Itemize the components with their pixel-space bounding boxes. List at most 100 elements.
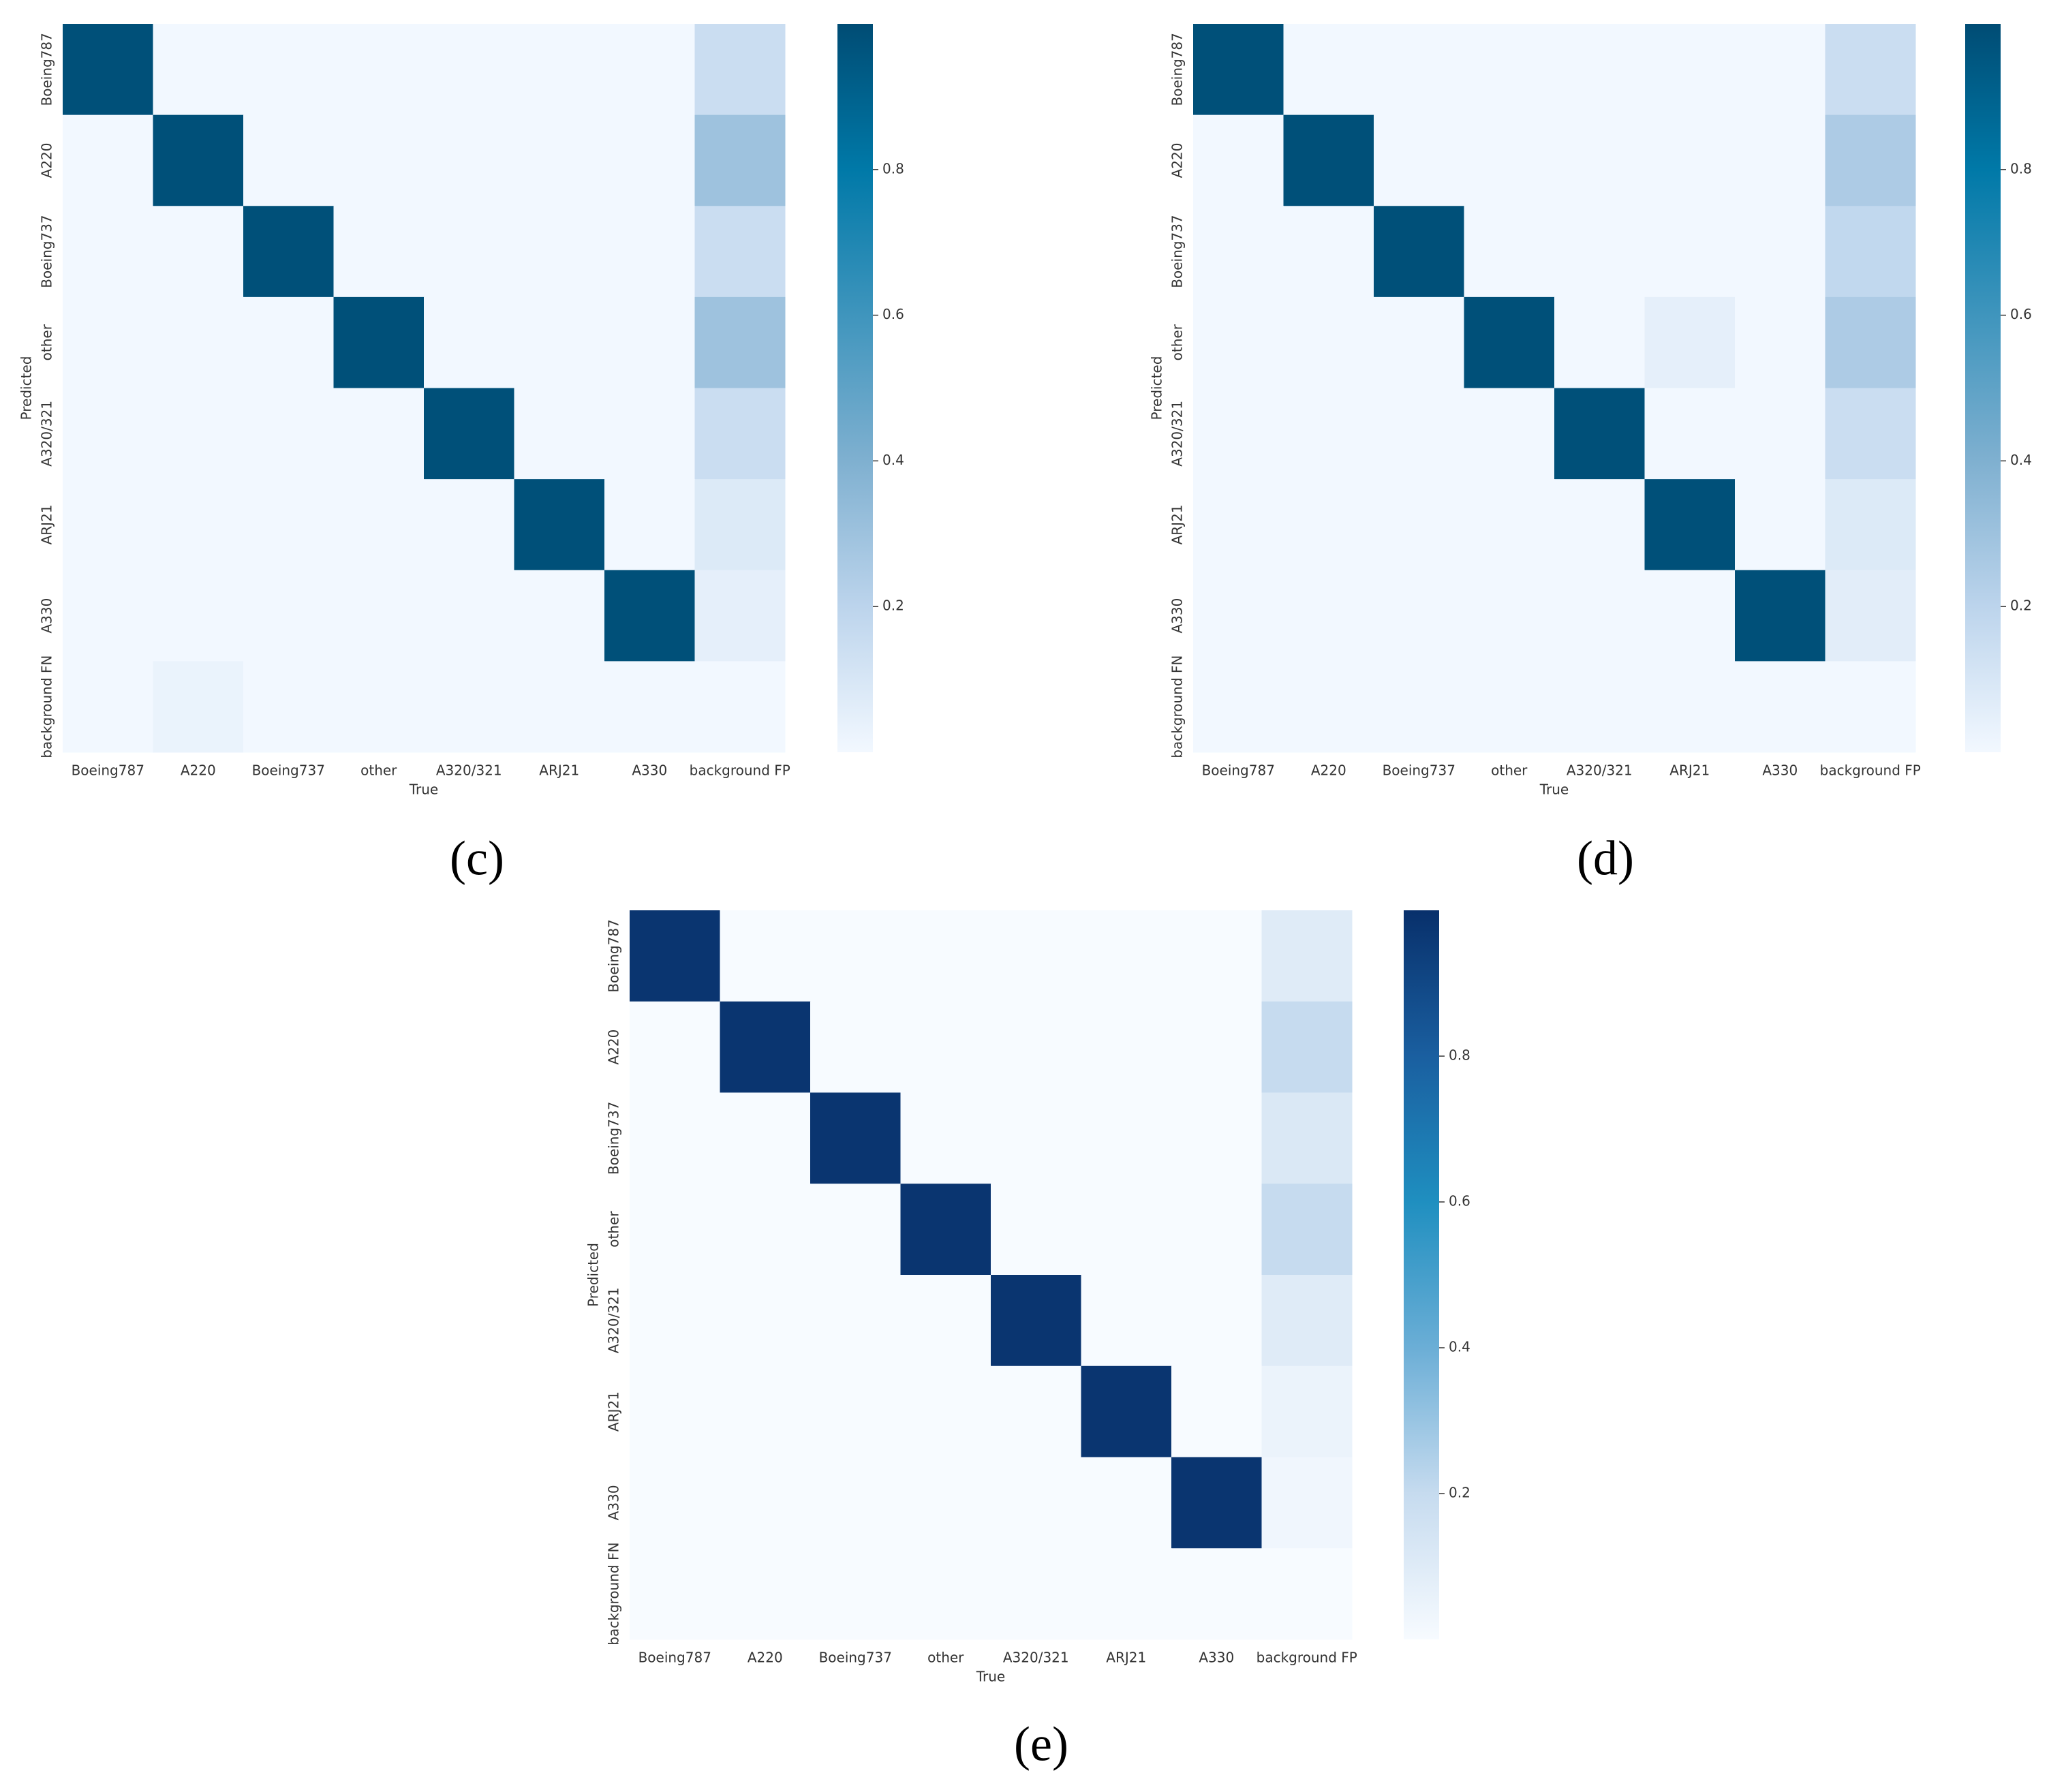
heatmap-cell bbox=[720, 1365, 811, 1457]
x-tick-label: A220 bbox=[181, 762, 216, 779]
heatmap-cell bbox=[604, 570, 695, 662]
heatmap-cell bbox=[1735, 296, 1825, 388]
x-tick-label: background FP bbox=[1257, 1650, 1357, 1666]
heatmap-cell bbox=[1735, 570, 1825, 662]
heatmap-cell bbox=[810, 1457, 901, 1549]
heatmap-cell bbox=[1193, 24, 1284, 116]
colorbar-tick-label: 0.6 bbox=[2010, 306, 2032, 322]
heatmap-cell bbox=[514, 296, 605, 388]
y-tick-label: Boeing787 bbox=[606, 919, 622, 992]
heatmap-cell bbox=[424, 388, 514, 480]
heatmap-cell bbox=[1644, 479, 1736, 571]
heatmap-cell bbox=[900, 1092, 991, 1184]
heatmap-cell bbox=[1464, 296, 1555, 388]
heatmap-cell bbox=[153, 296, 244, 388]
heatmap-cell bbox=[1171, 1275, 1262, 1367]
heatmap-cell bbox=[1825, 296, 1916, 388]
heatmap-cell bbox=[720, 1001, 811, 1093]
heatmap-cell bbox=[1261, 1548, 1353, 1640]
heatmap-panel: Boeing787 A220 Boeing737 other A320/321 ARJ21… bbox=[1149, 24, 2032, 886]
heatmap-cell bbox=[424, 570, 514, 662]
x-tick-label: other bbox=[360, 762, 397, 779]
heatmap-cell bbox=[1171, 1092, 1262, 1184]
heatmap-cell bbox=[630, 1184, 720, 1276]
x-tick-label: Boeing787 bbox=[1202, 762, 1275, 779]
heatmap-panel: Boeing787 A220 Boeing737 other A320/321 ARJ21… bbox=[585, 910, 1470, 1772]
heatmap-cell bbox=[900, 910, 991, 1002]
heatmap-cell bbox=[630, 1275, 720, 1367]
heatmap-cell bbox=[1193, 296, 1284, 388]
heatmap-cell bbox=[1171, 1457, 1262, 1549]
heatmap-cell bbox=[1081, 1184, 1172, 1276]
heatmap-cell bbox=[900, 1365, 991, 1457]
heatmap-cell bbox=[514, 24, 605, 116]
heatmap-cell bbox=[63, 114, 153, 206]
heatmap-cell bbox=[720, 1548, 811, 1640]
y-tick-label: Boeing787 bbox=[1169, 33, 1186, 106]
heatmap-cell bbox=[63, 570, 153, 662]
y-tick-label: other bbox=[606, 1211, 622, 1248]
heatmap-cell bbox=[333, 114, 425, 206]
heatmap-cell bbox=[424, 661, 514, 753]
y-tick-label: A220 bbox=[606, 1030, 622, 1065]
heatmap-cell bbox=[1735, 479, 1825, 571]
heatmap-cell bbox=[1554, 24, 1645, 116]
heatmap-cell bbox=[1261, 1184, 1353, 1276]
heatmap-cell bbox=[604, 388, 695, 480]
y-tick-label: background FN bbox=[606, 1543, 622, 1646]
heatmap-cell bbox=[1464, 661, 1555, 753]
colorbar-tick-label: 0.8 bbox=[1449, 1047, 1470, 1064]
heatmap-cell bbox=[63, 296, 153, 388]
heatmap-cell bbox=[1171, 1184, 1262, 1276]
heatmap-cell bbox=[810, 910, 901, 1002]
heatmap-cell bbox=[810, 1548, 901, 1640]
colorbar bbox=[1965, 24, 2001, 752]
heatmap-cell bbox=[1825, 479, 1916, 571]
x-tick-label: A220 bbox=[748, 1650, 783, 1666]
heatmap-cell bbox=[991, 1092, 1081, 1184]
heatmap-cell bbox=[630, 1365, 720, 1457]
x-tick-label: Boeing737 bbox=[819, 1650, 892, 1666]
heatmap-cell bbox=[514, 661, 605, 753]
x-tick-label: Boeing737 bbox=[1383, 762, 1455, 779]
heatmap-cell bbox=[1261, 1365, 1353, 1457]
heatmap-cell bbox=[153, 661, 244, 753]
heatmap-cell bbox=[63, 24, 153, 116]
heatmap-cell bbox=[1554, 296, 1645, 388]
heatmap-cell bbox=[1081, 1548, 1172, 1640]
heatmap-cell bbox=[1081, 1092, 1172, 1184]
heatmap-cell bbox=[694, 661, 786, 753]
heatmap-cell bbox=[514, 206, 605, 298]
heatmap-cell bbox=[1464, 24, 1555, 116]
heatmap-cell bbox=[1283, 296, 1374, 388]
heatmap-cell bbox=[694, 388, 786, 480]
heatmap-cell bbox=[514, 570, 605, 662]
colorbar-tick-label: 0.8 bbox=[2010, 160, 2032, 176]
heatmap-cell bbox=[900, 1548, 991, 1640]
y-tick-label: A330 bbox=[39, 598, 55, 634]
y-tick-label: Boeing787 bbox=[39, 33, 55, 106]
x-tick-label: A320/321 bbox=[1567, 762, 1633, 779]
heatmap-cell bbox=[1283, 206, 1374, 298]
heatmap-cell bbox=[1283, 24, 1374, 116]
heatmap-cell bbox=[1081, 1457, 1172, 1549]
heatmap-cell bbox=[243, 570, 334, 662]
heatmap-cell bbox=[1464, 388, 1555, 480]
heatmap-cell bbox=[1825, 661, 1916, 753]
heatmap-cell bbox=[1374, 206, 1464, 298]
heatmap-cell bbox=[63, 479, 153, 571]
heatmap-cell bbox=[153, 24, 244, 116]
colorbar-tick-label: 0.8 bbox=[882, 160, 904, 176]
heatmap-cell bbox=[1374, 296, 1464, 388]
y-tick-label: A320/321 bbox=[39, 401, 55, 467]
x-tick-label: other bbox=[927, 1650, 964, 1666]
y-axis-label: Predicted bbox=[585, 1243, 602, 1307]
heatmap-cell bbox=[810, 1001, 901, 1093]
heatmap-cell bbox=[810, 1184, 901, 1276]
x-tick-label: ARJ21 bbox=[539, 762, 579, 779]
heatmap-cell bbox=[1171, 910, 1262, 1002]
y-tick-label: other bbox=[1169, 324, 1186, 360]
heatmap-cell bbox=[1283, 479, 1374, 571]
heatmap-cell bbox=[1554, 479, 1645, 571]
